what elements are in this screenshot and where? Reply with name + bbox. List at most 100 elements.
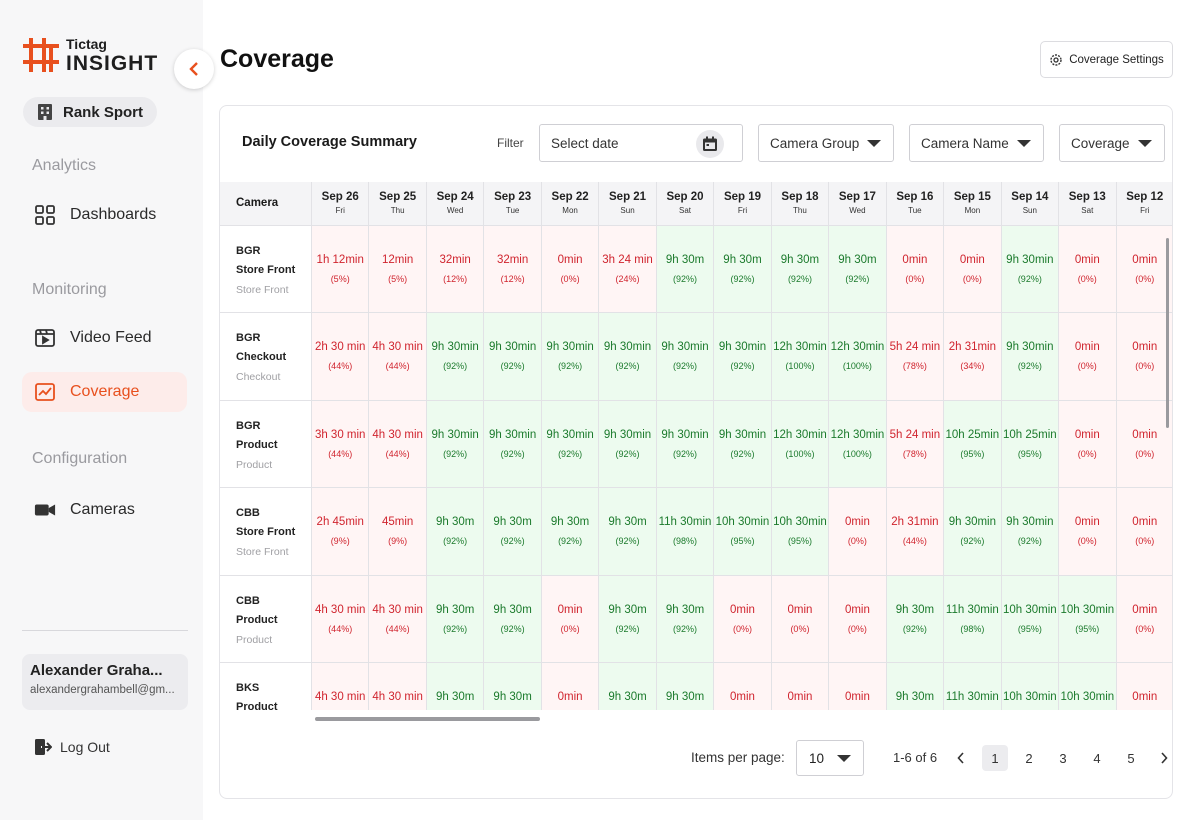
coverage-cell[interactable]: 0min(0%) <box>1058 312 1117 401</box>
coverage-cell[interactable]: 0min(0%) <box>541 662 600 710</box>
table-row[interactable]: CBB Store Front Store Front 2h 45min (9%) 45m… <box>220 487 1172 576</box>
coverage-cell[interactable]: 4h 30 min(44%) <box>311 662 370 710</box>
coverage-cell[interactable]: 5h 24 min (78%) <box>886 312 945 401</box>
coverage-cell[interactable]: 9h 30min (92%) <box>483 312 542 401</box>
coverage-cell[interactable]: 0min(0%) <box>828 575 887 663</box>
nav-coverage[interactable]: Coverage <box>22 372 187 412</box>
nav-dashboards[interactable]: Dashboards <box>22 195 187 235</box>
table-row[interactable]: BGR Product Product 3h 30 min (44%) 4h 30 min… <box>220 400 1172 488</box>
page-number-button[interactable]: 1 <box>982 745 1008 771</box>
coverage-cell[interactable]: 0min(0%) <box>828 487 887 576</box>
coverage-cell[interactable]: 9h 30m(92%) <box>598 487 657 576</box>
coverage-cell[interactable]: 0min(0%) <box>1116 575 1172 663</box>
coverage-cell[interactable]: 0min(0%) <box>1116 225 1172 313</box>
coverage-cell[interactable]: 10h 25min (95%) <box>1001 400 1060 488</box>
coverage-cell[interactable]: 5h 24 min (78%) <box>886 400 945 488</box>
coverage-cell[interactable]: 0min(0%) <box>771 662 830 710</box>
coverage-cell[interactable]: 9h 30m(92%) <box>656 662 715 710</box>
coverage-cell[interactable]: 10h 30min(95%) <box>1058 575 1117 663</box>
page-number-button[interactable]: 5 <box>1127 750 1135 766</box>
coverage-cell[interactable]: 0min(0%) <box>1058 225 1117 313</box>
table-row[interactable]: BKSProductProduct4h 30 min(44%)4h 30 min… <box>220 662 1172 710</box>
coverage-cell[interactable]: 0min(0%) <box>1116 400 1172 488</box>
coverage-cell[interactable]: 12h 30min (100%) <box>771 312 830 401</box>
coverage-cell[interactable]: 3h 30 min (44%) <box>311 400 370 488</box>
camera-group-select[interactable]: Camera Group <box>758 124 894 162</box>
table-row[interactable]: BGR Checkout Checkout 2h 30 min (44%) 4h 30 m… <box>220 312 1172 401</box>
calendar-button[interactable] <box>696 130 724 158</box>
coverage-cell[interactable]: 9h 30m(92%) <box>598 662 657 710</box>
coverage-cell[interactable]: 9h 30m(92%) <box>598 575 657 663</box>
coverage-cell[interactable]: 9h 30m(92%) <box>541 487 600 576</box>
coverage-cell[interactable]: 4h 30 min(44%) <box>368 312 427 401</box>
coverage-cell[interactable]: 12h 30min (100%) <box>828 400 887 488</box>
coverage-cell[interactable]: 2h 45min (9%) <box>311 487 370 576</box>
coverage-cell[interactable]: 45min (9%) <box>368 487 427 576</box>
coverage-cell[interactable]: 9h 30min (92%) <box>598 312 657 401</box>
coverage-cell[interactable]: 9h 30m(92%) <box>771 225 830 313</box>
page-number-button[interactable]: 2 <box>1025 750 1033 766</box>
coverage-cell[interactable]: 2h 30 min (44%) <box>311 312 370 401</box>
coverage-cell[interactable]: 9h 30min (92%) <box>1001 225 1060 313</box>
coverage-cell[interactable]: 0min(0%) <box>1116 662 1172 710</box>
nav-video-feed[interactable]: Video Feed <box>22 318 187 358</box>
coverage-table-scroll[interactable]: Camera Sep 26 Fri Sep 25 Thu Sep 24 Wed Sep 23… <box>220 182 1172 710</box>
coverage-cell[interactable]: 10h 30min(95%) <box>713 487 772 576</box>
coverage-cell[interactable]: 0min(0%) <box>943 225 1002 313</box>
coverage-cell[interactable]: 9h 30min (92%) <box>541 312 600 401</box>
coverage-cell[interactable]: 9h 30m(92%) <box>656 225 715 313</box>
coverage-cell[interactable]: 0min(0%) <box>771 575 830 663</box>
coverage-cell[interactable]: 1h 12min (5%) <box>311 225 370 313</box>
coverage-cell[interactable]: 0min(0%) <box>1116 487 1172 576</box>
table-row[interactable]: CBB Product Product 4h 30 min (44%) 4h 30 min… <box>220 575 1172 663</box>
coverage-cell[interactable]: 9h 30m(92%) <box>483 487 542 576</box>
coverage-cell[interactable]: 9h 30min (92%) <box>713 312 772 401</box>
coverage-cell[interactable]: 9h 30min (92%) <box>541 400 600 488</box>
coverage-cell[interactable]: 12h 30min (100%) <box>828 312 887 401</box>
coverage-cell[interactable]: 10h 30min(95%) <box>1001 575 1060 663</box>
vertical-scrollbar[interactable] <box>1166 238 1169 428</box>
coverage-cell[interactable]: 9h 30m(92%) <box>886 662 945 710</box>
coverage-cell[interactable]: 9h 30min (92%) <box>656 312 715 401</box>
nav-cameras[interactable]: Cameras <box>22 490 187 530</box>
coverage-cell[interactable]: 9h 30m(92%) <box>656 575 715 663</box>
coverage-cell[interactable]: 9h 30m(92%) <box>483 662 542 710</box>
coverage-cell[interactable]: 9h 30min (92%) <box>483 400 542 488</box>
coverage-settings-button[interactable]: Coverage Settings <box>1040 41 1173 78</box>
coverage-cell[interactable]: 10h 30min(95%) <box>1058 662 1117 710</box>
coverage-cell[interactable]: 11h 30min(98%) <box>656 487 715 576</box>
coverage-cell[interactable]: 9h 30m(92%) <box>426 487 485 576</box>
logout-button[interactable]: Log Out <box>34 738 110 756</box>
camera-name-select[interactable]: Camera Name <box>909 124 1044 162</box>
coverage-cell[interactable]: 9h 30m(92%) <box>483 575 542 663</box>
coverage-cell[interactable]: 0min(0%) <box>541 225 600 313</box>
coverage-cell[interactable]: 2h 31min (44%) <box>886 487 945 576</box>
coverage-cell[interactable]: 9h 30m(92%) <box>713 225 772 313</box>
coverage-cell[interactable]: 9h 30min (92%) <box>943 487 1002 576</box>
coverage-cell[interactable]: 4h 30 min(44%) <box>368 400 427 488</box>
items-per-page-select[interactable]: 10 <box>796 740 864 776</box>
coverage-cell[interactable]: 9h 30min (92%) <box>598 400 657 488</box>
date-picker-input[interactable]: Select date <box>539 124 743 162</box>
coverage-cell[interactable]: 32min (12%) <box>426 225 485 313</box>
page-number-button[interactable]: 4 <box>1093 750 1101 766</box>
prev-page-button[interactable] <box>948 745 974 771</box>
coverage-cell[interactable]: 0min(0%) <box>713 575 772 663</box>
coverage-cell[interactable]: 10h 25min (95%) <box>943 400 1002 488</box>
coverage-cell[interactable]: 9h 30min (92%) <box>426 312 485 401</box>
coverage-cell[interactable]: 4h 30 min(44%) <box>368 662 427 710</box>
coverage-cell[interactable]: 12min (5%) <box>368 225 427 313</box>
horizontal-scrollbar[interactable] <box>315 717 540 721</box>
user-card[interactable]: Alexander Graha... alexandergrahambell@g… <box>22 654 188 710</box>
coverage-cell[interactable]: 0min(0%) <box>1058 400 1117 488</box>
coverage-cell[interactable]: 9h 30m(92%) <box>426 575 485 663</box>
coverage-cell[interactable]: 2h 31min (34%) <box>943 312 1002 401</box>
coverage-cell[interactable]: 10h 30min(95%) <box>771 487 830 576</box>
coverage-cell[interactable]: 9h 30min (92%) <box>426 400 485 488</box>
coverage-cell[interactable]: 12h 30min (100%) <box>771 400 830 488</box>
coverage-cell[interactable]: 0min(0%) <box>541 575 600 663</box>
coverage-cell[interactable]: 11h 30min(98%) <box>943 662 1002 710</box>
coverage-cell[interactable]: 9h 30m(92%) <box>886 575 945 663</box>
coverage-cell[interactable]: 9h 30m(92%) <box>828 225 887 313</box>
logo[interactable]: Tictag INSIGHT <box>22 36 158 74</box>
